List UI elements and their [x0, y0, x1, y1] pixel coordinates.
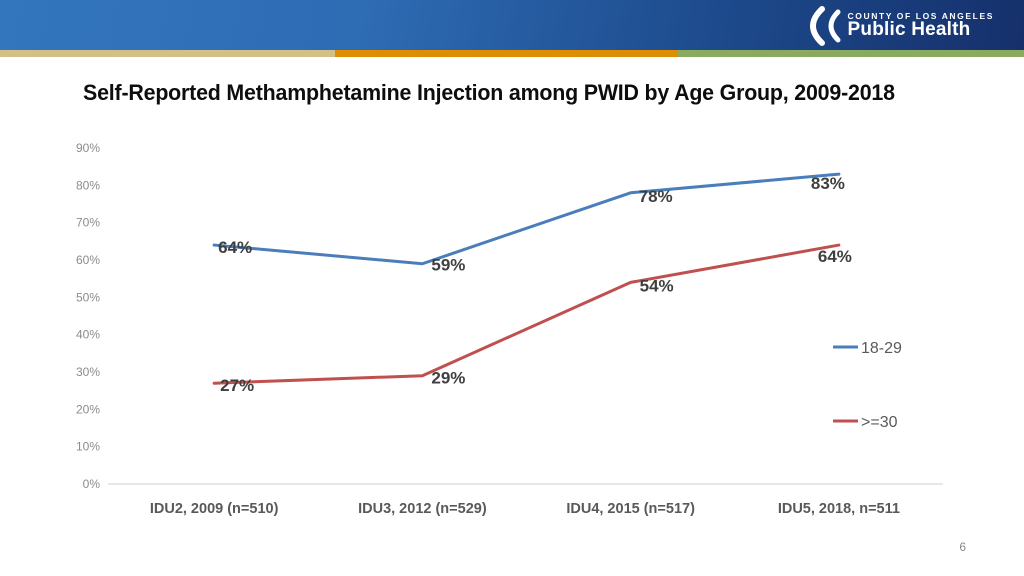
logo-text: COUNTY OF LOS ANGELES Public Health	[847, 10, 994, 41]
category-label: IDU2, 2009 (n=510)	[150, 501, 279, 517]
faces-logo-icon	[809, 6, 841, 46]
data-label: 64%	[818, 247, 852, 266]
y-tick-label: 80%	[76, 178, 100, 192]
data-label: 27%	[220, 376, 254, 395]
y-tick-label: 60%	[76, 253, 100, 267]
y-tick-label: 10%	[76, 440, 100, 454]
y-tick-label: 90%	[76, 141, 100, 155]
category-label: IDU3, 2012 (n=529)	[358, 501, 487, 517]
y-tick-label: 70%	[76, 216, 100, 230]
y-tick-label: 50%	[76, 290, 100, 304]
stripe-green	[678, 50, 1024, 57]
data-label: 29%	[431, 369, 465, 388]
legend-label: >=30	[861, 414, 898, 431]
page-title: Self-Reported Methamphetamine Injection …	[83, 80, 895, 105]
page-number: 6	[959, 540, 966, 554]
y-tick-label: 40%	[76, 328, 100, 342]
y-tick-label: 0%	[83, 477, 101, 491]
data-label: 64%	[218, 238, 252, 257]
category-label: IDU5, 2018, n=511	[778, 501, 900, 517]
y-tick-label: 30%	[76, 365, 100, 379]
public-health-logo: COUNTY OF LOS ANGELES Public Health	[800, 6, 994, 46]
stripe-orange	[335, 50, 678, 57]
series-line	[212, 243, 841, 385]
y-tick-label: 20%	[76, 402, 100, 416]
data-label: 59%	[431, 256, 465, 275]
data-label: 78%	[639, 187, 673, 206]
legend-label: 18-29	[861, 340, 902, 357]
category-label: IDU4, 2015 (n=517)	[566, 501, 695, 517]
logo-public-health-text: Public Health	[847, 19, 971, 41]
data-label: 54%	[640, 276, 674, 295]
logo-county-text: COUNTY OF LOS ANGELES	[847, 10, 994, 21]
stripe-tan	[0, 50, 335, 57]
header-bar: COUNTY OF LOS ANGELES Public Health	[0, 0, 1024, 50]
data-label: 83%	[811, 174, 845, 193]
series-line	[212, 172, 841, 266]
